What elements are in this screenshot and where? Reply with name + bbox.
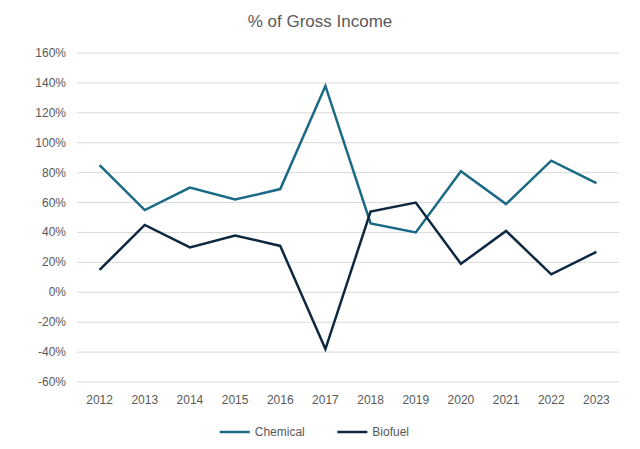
x-tick-label: 2022 <box>538 393 565 407</box>
legend-swatch <box>337 431 367 434</box>
y-tick-label: 60% <box>42 196 66 210</box>
x-tick-label: 2017 <box>312 393 339 407</box>
x-tick-label: 2016 <box>267 393 294 407</box>
data-area <box>100 86 597 349</box>
legend-label: Chemical <box>255 425 305 439</box>
x-tick-label: 2014 <box>177 393 204 407</box>
grid-line <box>77 382 619 383</box>
y-tick-label: 100% <box>35 136 66 150</box>
grid-line <box>77 53 619 54</box>
grid-line <box>77 352 619 353</box>
grid-line <box>77 292 619 293</box>
legend-label: Biofuel <box>372 425 409 439</box>
x-tick-label: 2013 <box>131 393 158 407</box>
y-tick-label: 120% <box>35 106 66 120</box>
x-tick-label: 2020 <box>448 393 475 407</box>
x-tick-label: 2018 <box>357 393 384 407</box>
chart-svg: % of Gross Income -60% -40% -20% 0% 20% 40% 60%… <box>0 0 640 449</box>
grid-line <box>77 82 619 83</box>
y-tick-label: 40% <box>42 225 66 239</box>
series-line <box>100 203 597 350</box>
x-tick-label: 2012 <box>86 393 113 407</box>
legend-swatch <box>220 431 250 434</box>
chart-container: % of Gross Income -60% -40% -20% 0% 20% 40% 60%… <box>0 0 640 449</box>
grid-line <box>77 142 619 143</box>
y-tick-label: 20% <box>42 255 66 269</box>
y-tick-label: -60% <box>38 375 66 389</box>
y-tick-label: 160% <box>35 46 66 60</box>
y-tick-label: -20% <box>38 315 66 329</box>
grid-line <box>77 112 619 113</box>
grid-line <box>77 322 619 323</box>
x-tick-label: 2015 <box>222 393 249 407</box>
y-tick-label: 0% <box>49 285 67 299</box>
legend: Chemical Biofuel <box>220 425 409 439</box>
x-tick-label: 2023 <box>583 393 610 407</box>
y-tick-label: -40% <box>38 345 66 359</box>
y-tick-label: 140% <box>35 76 66 90</box>
x-tick-label: 2019 <box>402 393 429 407</box>
y-tick-label: 80% <box>42 166 66 180</box>
series-line <box>100 86 597 233</box>
grid <box>77 53 619 382</box>
x-tick-label: 2021 <box>493 393 520 407</box>
chart-title: % of Gross Income <box>248 12 393 31</box>
